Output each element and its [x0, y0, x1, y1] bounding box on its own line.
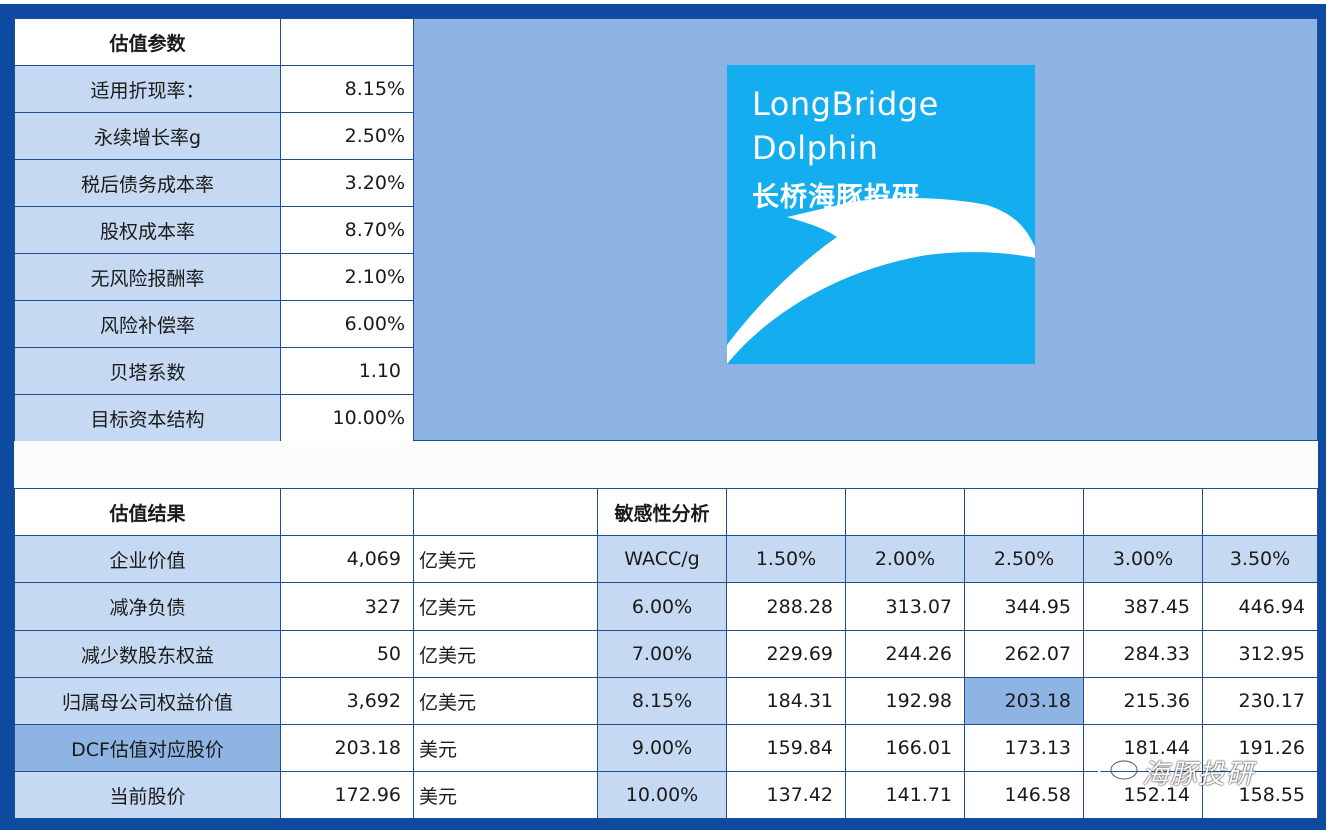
param-label: 股权成本率	[14, 206, 281, 254]
result-unit: 亿美元	[413, 582, 598, 631]
wacc-header: 7.00%	[597, 630, 727, 678]
sensitivity-cell[interactable]: 192.98	[845, 677, 965, 725]
result-value[interactable]: 50	[280, 630, 414, 678]
sensitivity-cell[interactable]: 141.71	[845, 771, 965, 819]
watermark-text: 海豚投研	[1142, 759, 1254, 790]
result-unit: 亿美元	[413, 677, 598, 725]
sensitivity-cell[interactable]: 137.42	[726, 771, 846, 819]
result-value[interactable]: 327	[280, 582, 414, 631]
sensitivity-cell[interactable]: 184.31	[726, 677, 846, 725]
result-value[interactable]: 4,069	[280, 535, 414, 583]
logo-line1: LongBridge	[752, 85, 939, 123]
g-header: 1.50%	[726, 535, 846, 583]
sensitivity-cell-highlighted[interactable]: 203.18	[964, 677, 1084, 725]
sensitivity-cell[interactable]: 288.28	[726, 582, 846, 631]
result-unit: 亿美元	[413, 630, 598, 678]
sensitivity-cell[interactable]: 244.26	[845, 630, 965, 678]
wacc-header: 6.00%	[597, 582, 727, 631]
results-blank	[413, 488, 598, 536]
result-label: 当前股价	[14, 771, 281, 819]
param-value[interactable]: 2.50%	[280, 112, 414, 160]
sensitivity-blank	[726, 488, 846, 536]
param-label: 无风险报酬率	[14, 253, 281, 301]
sensitivity-cell[interactable]: 262.07	[964, 630, 1084, 678]
sensitivity-cell[interactable]: 173.13	[964, 724, 1084, 772]
dolphin-icon	[727, 198, 1035, 364]
result-label: 减净负债	[14, 582, 281, 631]
param-value[interactable]: 6.00%	[280, 300, 414, 348]
sensitivity-title: 敏感性分析	[597, 488, 727, 536]
result-value[interactable]: 3,692	[280, 677, 414, 725]
param-value[interactable]: 8.70%	[280, 206, 414, 254]
sensitivity-blank	[1202, 488, 1318, 536]
sensitivity-cell[interactable]: 158.55	[1202, 771, 1318, 819]
sensitivity-cell[interactable]: 166.01	[845, 724, 965, 772]
wechat-icon	[1094, 752, 1138, 780]
sensitivity-blank	[964, 488, 1084, 536]
g-header: 3.00%	[1083, 535, 1203, 583]
result-unit: 美元	[413, 771, 598, 819]
sensitivity-cell[interactable]: 446.94	[1202, 582, 1318, 631]
param-label: 目标资本结构	[14, 394, 281, 442]
sensitivity-cell[interactable]: 159.84	[726, 724, 846, 772]
result-unit: 美元	[413, 724, 598, 772]
result-label: 归属母公司权益价值	[14, 677, 281, 725]
wacc-header: 8.15%	[597, 677, 727, 725]
sensitivity-cell[interactable]: 387.45	[1083, 582, 1203, 631]
result-unit: 亿美元	[413, 535, 598, 583]
sensitivity-cell[interactable]: 344.95	[964, 582, 1084, 631]
sensitivity-cell[interactable]: 215.36	[1083, 677, 1203, 725]
logo-line2: Dolphin	[752, 129, 879, 167]
param-label: 风险补偿率	[14, 300, 281, 348]
param-value[interactable]: 3.20%	[280, 159, 414, 207]
sensitivity-cell[interactable]: 191.26	[1202, 724, 1318, 772]
param-label: 永续增长率g	[14, 112, 281, 160]
results-blank	[280, 488, 414, 536]
result-value[interactable]: 203.18	[280, 724, 414, 772]
sensitivity-cell[interactable]: 152.14	[1083, 771, 1203, 819]
sensitivity-cell[interactable]: 229.69	[726, 630, 846, 678]
result-label: 企业价值	[14, 535, 281, 583]
sensitivity-cell[interactable]: 312.95	[1202, 630, 1318, 678]
result-value[interactable]: 172.96	[280, 771, 414, 819]
param-label: 贝塔系数	[14, 347, 281, 395]
g-header: 2.50%	[964, 535, 1084, 583]
sensitivity-cell[interactable]: 181.44	[1083, 724, 1203, 772]
g-header: 2.00%	[845, 535, 965, 583]
sensitivity-cell[interactable]: 230.17	[1202, 677, 1318, 725]
param-label: 税后债务成本率	[14, 159, 281, 207]
sensitivity-corner: WACC/g	[597, 535, 727, 583]
params-title: 估值参数	[14, 18, 281, 66]
sensitivity-blank	[845, 488, 965, 536]
result-label-highlighted: DCF估值对应股价	[14, 724, 281, 772]
sensitivity-cell[interactable]: 284.33	[1083, 630, 1203, 678]
wacc-header: 10.00%	[597, 771, 727, 819]
sensitivity-blank	[1083, 488, 1203, 536]
spacer-row	[14, 441, 1318, 488]
logo-line3: 长桥海豚投研	[752, 182, 920, 213]
param-value[interactable]: 8.15%	[280, 65, 414, 113]
g-header: 3.50%	[1202, 535, 1318, 583]
sensitivity-cell[interactable]: 313.07	[845, 582, 965, 631]
param-label: 适用折现率：	[14, 65, 281, 113]
param-value[interactable]: 2.10%	[280, 253, 414, 301]
sensitivity-cell[interactable]: 146.58	[964, 771, 1084, 819]
params-title-blank	[280, 18, 414, 66]
wacc-header: 9.00%	[597, 724, 727, 772]
param-value[interactable]: 1.10	[280, 347, 414, 395]
results-title: 估值结果	[14, 488, 281, 536]
longbridge-dolphin-logo: LongBridge Dolphin 长桥海豚投研	[727, 65, 1035, 364]
result-label: 减少数股东权益	[14, 630, 281, 678]
param-value[interactable]: 10.00%	[280, 394, 414, 442]
